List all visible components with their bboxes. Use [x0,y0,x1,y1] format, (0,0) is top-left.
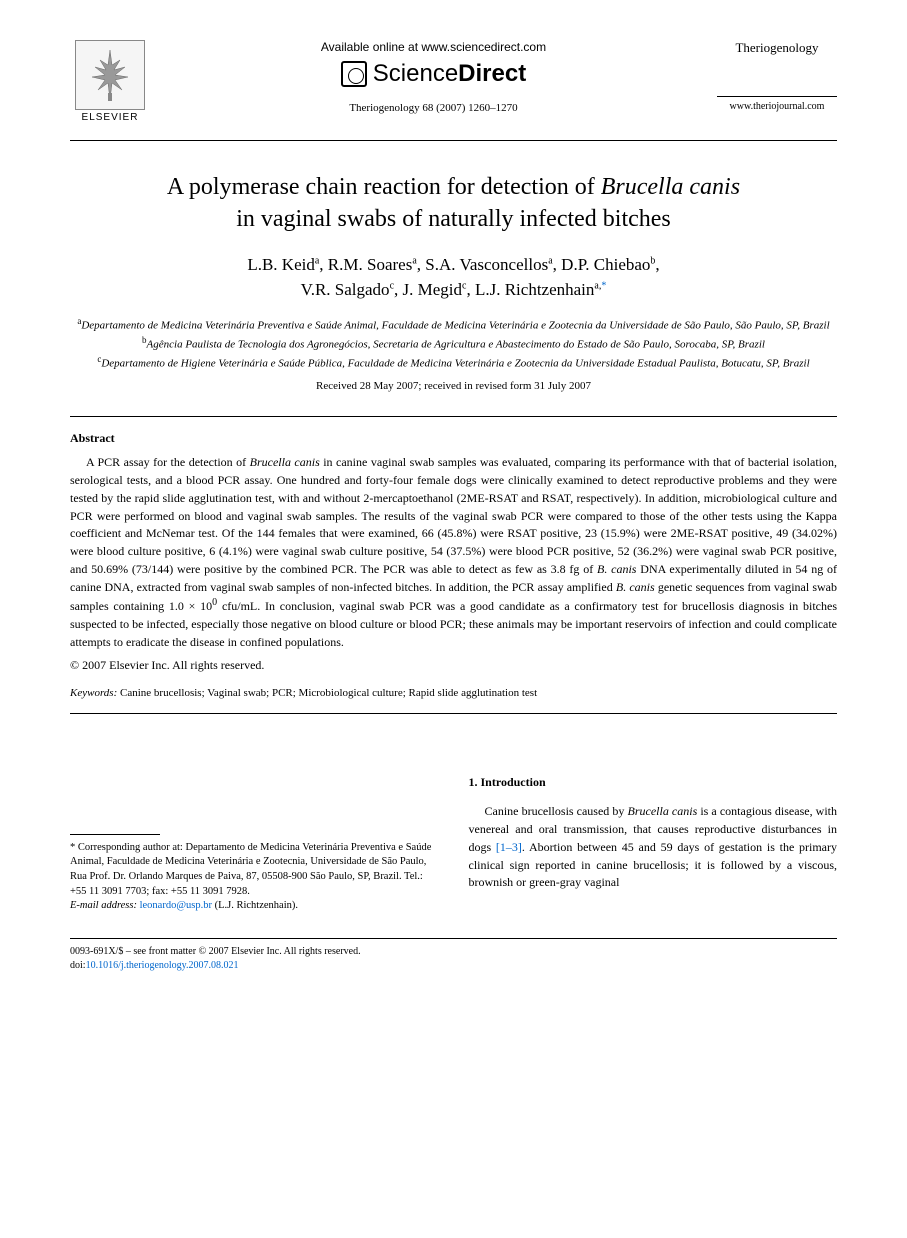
author: L.B. Keida [247,255,319,274]
doi-link[interactable]: 10.1016/j.theriogenology.2007.08.021 [86,960,239,971]
sciencedirect-logo: ScienceDirect [150,60,717,88]
citation-line: Theriogenology 68 (2007) 1260–1270 [150,102,717,114]
affiliations: aDepartamento de Medicina Veterinária Pr… [70,315,837,372]
author: R.M. Soaresa [328,255,417,274]
journal-box: Theriogenology www.theriojournal.com [717,40,837,112]
footer-rule [70,938,837,939]
sciencedirect-icon [341,61,367,87]
keywords-text: Canine brucellosis; Vaginal swab; PCR; M… [120,687,537,699]
footnote-divider [70,834,160,835]
introduction-paragraph: Canine brucellosis caused by Brucella ca… [469,803,838,892]
abstract-top-rule [70,416,837,417]
email-author: (L.J. Richtzenhain). [215,900,298,911]
title-species: Brucella canis [601,174,740,200]
sciencedirect-text: ScienceDirect [373,60,526,88]
left-column: * Corresponding author at: Departamento … [70,774,439,914]
corresponding-footnote: * Corresponding author at: Departamento … [70,841,439,914]
title-text-pre: A polymerase chain reaction for detectio… [167,174,601,200]
email-label: E-mail address: [70,900,137,911]
center-header: Available online at www.sciencedirect.co… [150,40,717,114]
affiliation-c: Departamento de Higiene Veterinária e Sa… [101,358,809,370]
authors-list: L.B. Keida, R.M. Soaresa, S.A. Vasconcel… [70,252,837,303]
reference-link[interactable]: [1–3] [496,840,522,854]
abstract-copyright: © 2007 Elsevier Inc. All rights reserved… [70,658,837,673]
title-line2: in vaginal swabs of naturally infected b… [236,206,671,232]
corr-label: Corresponding author at: [78,842,186,853]
keywords: Keywords: Canine brucellosis; Vaginal sw… [70,687,837,699]
journal-name: Theriogenology [717,40,837,56]
elsevier-logo: ELSEVIER [70,40,150,130]
publisher-name: ELSEVIER [82,112,139,123]
received-dates: Received 28 May 2007; received in revise… [70,380,837,392]
keywords-label: Keywords: [70,687,117,699]
author: J. Megidc [403,280,467,299]
corresponding-marker: * [601,281,606,292]
abstract-heading: Abstract [70,431,837,446]
article-title: A polymerase chain reaction for detectio… [70,171,837,236]
corr-marker: * [70,842,78,853]
affiliation-b: Agência Paulista de Tecnologia dos Agron… [147,339,765,351]
abstract-body: A PCR assay for the detection of Brucell… [70,454,837,651]
email-link[interactable]: leonardo@usp.br [140,900,212,911]
abstract-bottom-rule [70,713,837,714]
elsevier-tree-icon [75,40,145,110]
affiliation-a: Departamento de Medicina Veterinária Pre… [81,319,829,331]
journal-url: www.theriojournal.com [717,96,837,112]
author: L.J. Richtzenhaina,* [475,280,606,299]
header-row: ELSEVIER Available online at www.science… [70,40,837,130]
two-column-body: * Corresponding author at: Departamento … [70,774,837,914]
right-column: 1. Introduction Canine brucellosis cause… [469,774,838,914]
author: S.A. Vasconcellosa [425,255,552,274]
footer: 0093-691X/$ – see front matter © 2007 El… [70,945,837,973]
author: D.P. Chiebaob [561,255,655,274]
footer-issn: 0093-691X/$ – see front matter © 2007 El… [70,945,837,959]
available-online-text: Available online at www.sciencedirect.co… [150,40,717,54]
author: V.R. Salgadoc [301,280,394,299]
footer-doi: doi:10.1016/j.theriogenology.2007.08.021 [70,959,837,973]
introduction-heading: 1. Introduction [469,774,838,792]
header-rule [70,140,837,141]
